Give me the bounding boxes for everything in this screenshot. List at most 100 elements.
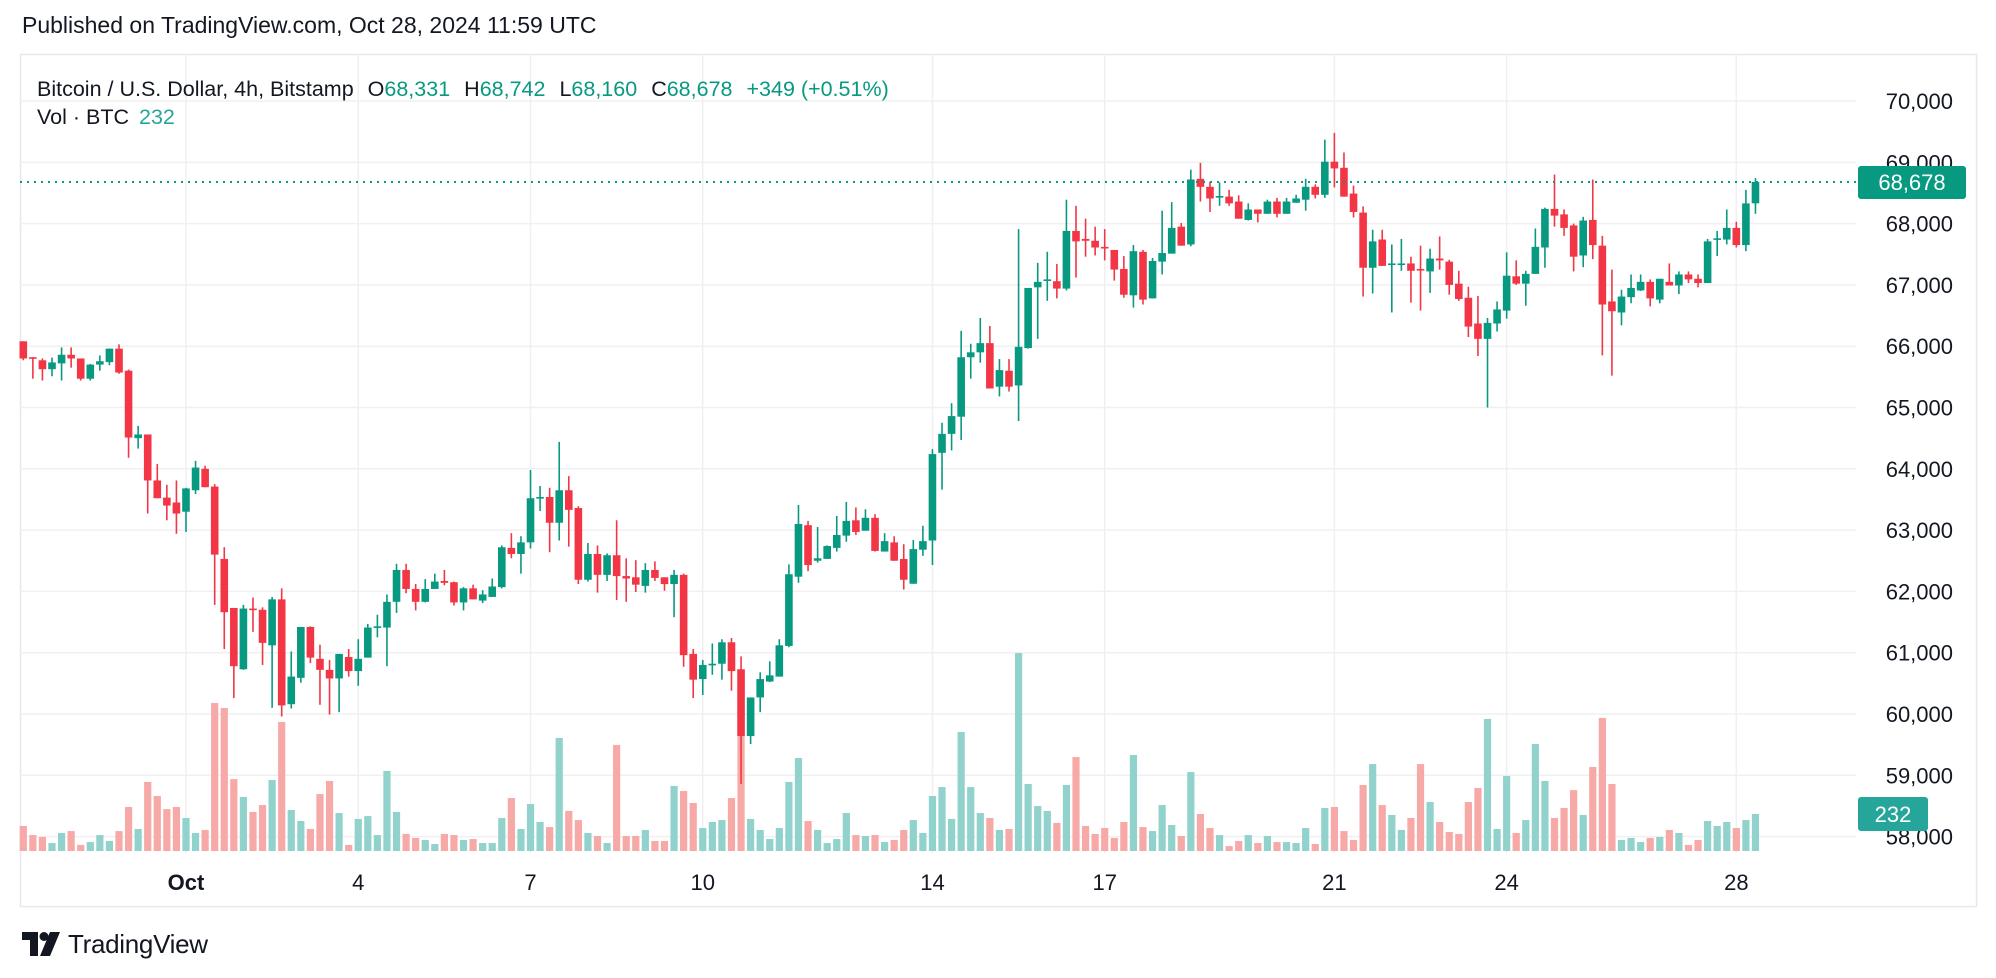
volume-bar	[1292, 843, 1300, 851]
candle	[440, 569, 449, 586]
candle	[1014, 229, 1023, 421]
volume-bar	[498, 817, 506, 851]
time-tick-label: 14	[920, 870, 944, 895]
volume-bar	[660, 840, 669, 851]
volume-bar	[1656, 836, 1664, 851]
candle	[1617, 289, 1626, 326]
candle	[708, 643, 717, 675]
last-price-label: 68,678	[1878, 170, 1945, 195]
volume-bar	[727, 798, 736, 851]
volume-bar	[622, 836, 630, 851]
candle-body	[411, 588, 420, 602]
candle-body	[689, 653, 697, 680]
candle	[765, 661, 774, 683]
volume-bar	[1570, 790, 1578, 851]
candle-body	[1445, 261, 1454, 285]
time-tick-label: 10	[691, 870, 715, 895]
candle	[919, 525, 927, 556]
candle-body	[153, 480, 162, 499]
candle	[909, 539, 918, 584]
symbol-title[interactable]: Bitcoin / U.S. Dollar, 4h, Bitstamp	[37, 77, 354, 101]
candle-body	[660, 577, 669, 585]
candle	[928, 449, 937, 566]
candle-body	[1655, 278, 1664, 300]
candle	[1474, 295, 1482, 357]
candle	[306, 626, 315, 664]
candle-body	[852, 520, 860, 532]
volume-bar	[1388, 814, 1396, 851]
volume-bar	[1646, 837, 1654, 851]
chart-legend: Bitcoin / U.S. Dollar, 4h, Bitstamp O68,3…	[37, 75, 889, 131]
candle-body	[163, 497, 171, 506]
volume-bar	[1742, 820, 1750, 851]
volume-bar	[1464, 802, 1472, 851]
price-axis[interactable]: 70,00069,00068,00067,00066,00065,00064,0…	[1886, 89, 1953, 850]
candle-body	[517, 542, 525, 555]
candle-body	[947, 416, 956, 434]
volume-bar	[239, 796, 248, 851]
volume-bar	[57, 832, 66, 851]
volume-bar	[967, 787, 975, 851]
candle-body	[1110, 249, 1119, 270]
volume-bar	[823, 843, 831, 851]
candle	[478, 590, 487, 604]
candle	[1665, 263, 1674, 286]
candle	[1646, 279, 1654, 307]
candle	[966, 343, 975, 379]
candle-body	[1282, 201, 1291, 214]
candle-body	[1397, 263, 1406, 266]
candle-body	[1301, 186, 1310, 200]
candle	[1206, 181, 1214, 212]
candle	[1608, 269, 1616, 376]
candle-body	[1675, 274, 1683, 286]
volume-bar	[861, 836, 870, 851]
high-value: 68,742	[479, 77, 546, 101]
candle	[861, 509, 870, 531]
volume-bar	[1062, 784, 1071, 851]
volume-label[interactable]: Vol · BTC	[37, 105, 129, 129]
candle	[938, 422, 946, 490]
candle	[1579, 216, 1588, 268]
volume-bar	[900, 829, 908, 851]
candle	[431, 573, 439, 589]
legend-ohlc-row: Bitcoin / U.S. Dollar, 4h, Bitstamp O68,3…	[37, 75, 889, 103]
volume-bar	[1110, 837, 1118, 851]
time-axis[interactable]: Oct 4 7 10 14 17 21 24 28	[168, 870, 1749, 895]
time-tick-label: 17	[1092, 870, 1116, 895]
candle	[1148, 257, 1157, 299]
volume-bar	[306, 828, 314, 851]
candle	[670, 569, 678, 618]
candle-body	[1311, 186, 1320, 195]
volume-bar	[392, 811, 401, 851]
volume-bar	[593, 836, 602, 851]
candle	[1388, 244, 1396, 313]
candle	[163, 484, 171, 521]
candle	[344, 649, 353, 677]
footer-logo[interactable]: TradingView	[22, 928, 208, 960]
candle-body	[297, 626, 305, 678]
candle-body	[612, 555, 621, 577]
volume-bar	[172, 806, 181, 851]
candle	[574, 506, 583, 585]
candle	[641, 563, 650, 593]
candle	[1521, 270, 1530, 306]
time-tick-label: 24	[1494, 870, 1518, 895]
candle-body	[555, 490, 564, 523]
candle-body	[794, 523, 803, 577]
candle	[1541, 207, 1549, 268]
candle	[1110, 249, 1119, 281]
candle	[603, 553, 611, 581]
candle	[86, 363, 95, 381]
candle-body	[402, 569, 410, 589]
volume-bar	[747, 818, 755, 851]
candle	[832, 516, 841, 552]
candle-body	[1120, 268, 1128, 295]
volume-bar	[928, 795, 937, 851]
volume-bar	[1081, 825, 1090, 851]
candle	[976, 318, 985, 363]
candle	[1397, 238, 1406, 271]
volume-bar	[29, 835, 37, 851]
volume-bar	[1206, 828, 1214, 851]
volume-bar	[536, 821, 544, 851]
